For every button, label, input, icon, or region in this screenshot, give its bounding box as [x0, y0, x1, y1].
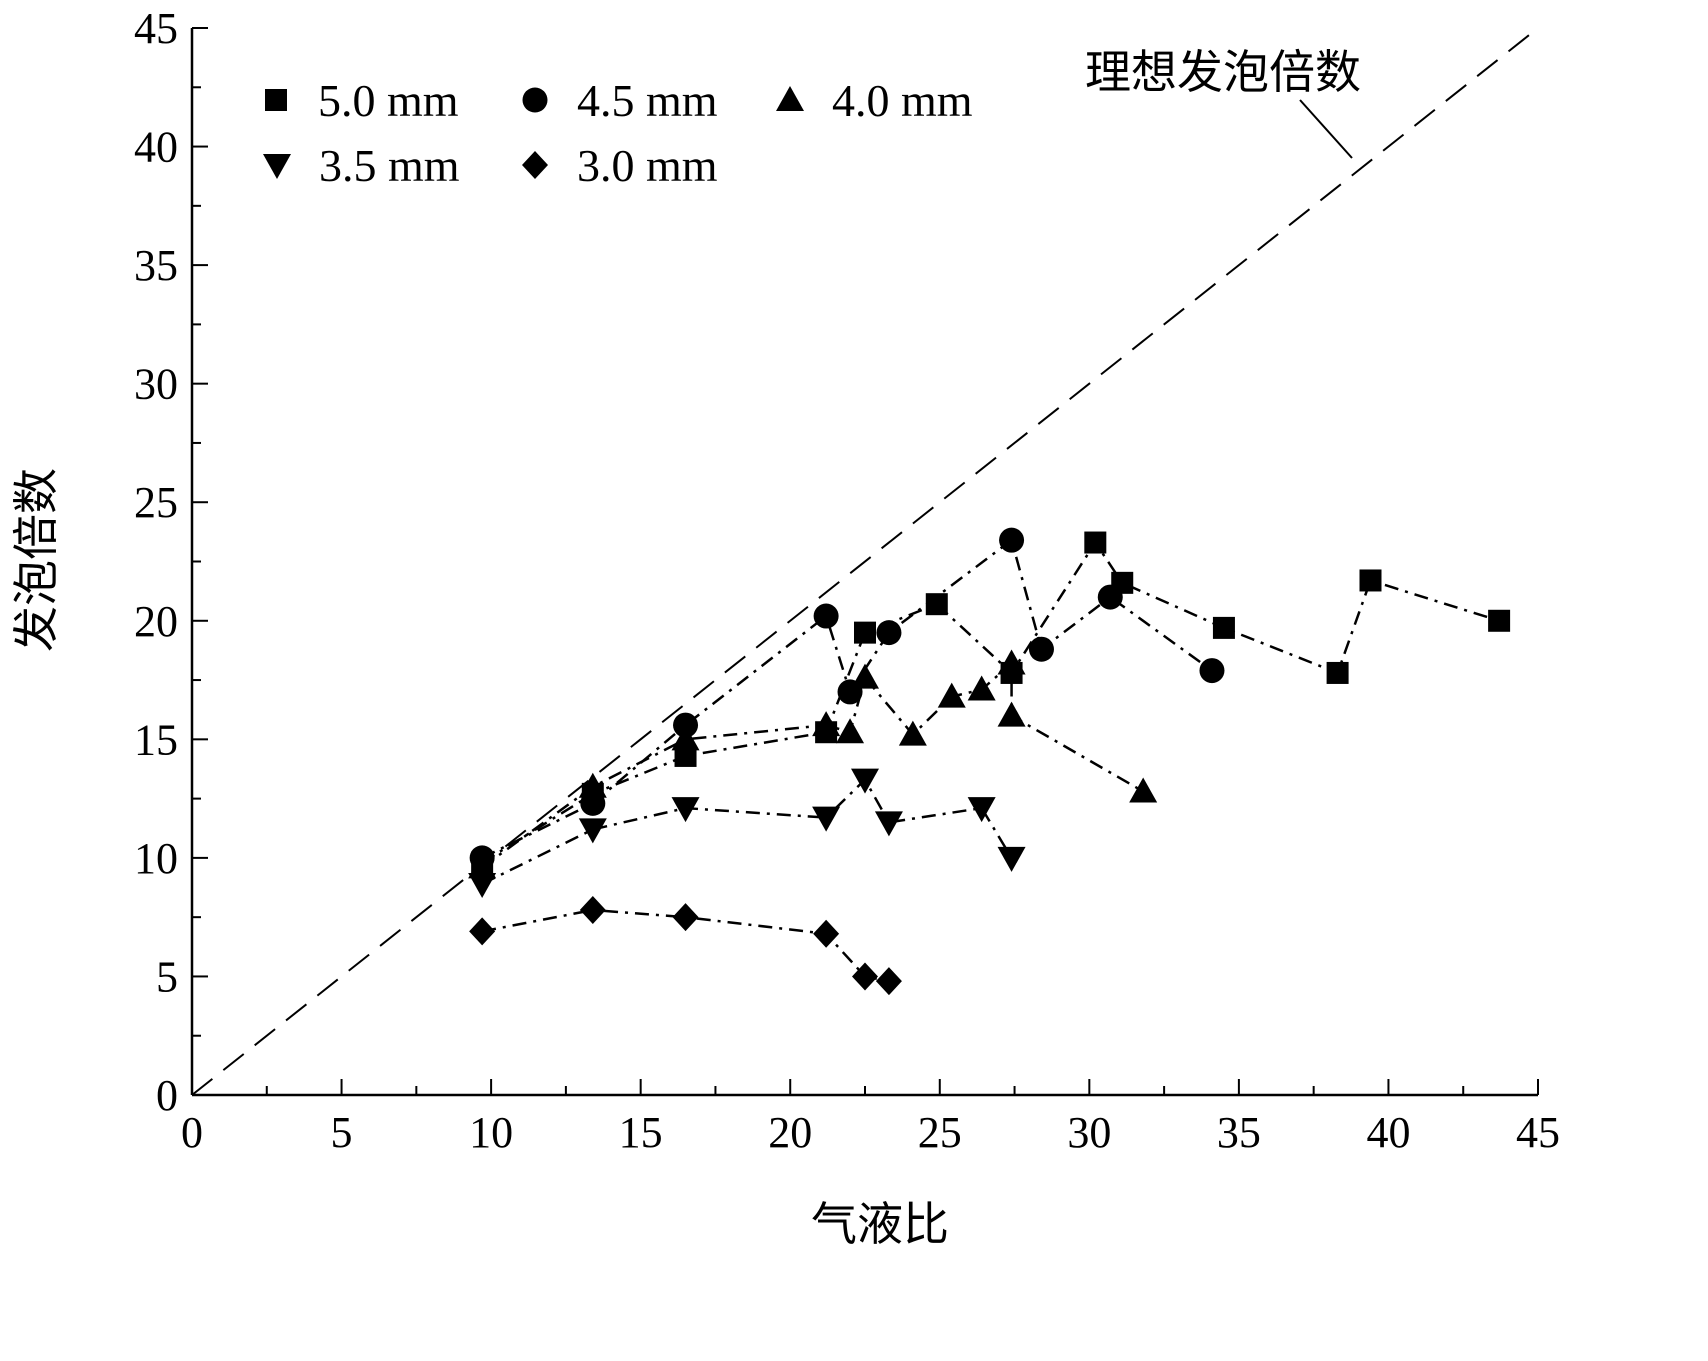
data-point	[578, 818, 607, 844]
legend: 5.0 mm 4.5 mm 4.0 mm 3.5 mm 3.0 mm	[263, 75, 973, 191]
x-axis-label: 气液比	[811, 1199, 949, 1250]
data-point	[673, 712, 699, 738]
data-point	[1199, 658, 1225, 684]
ideal-line-label: 理想发泡倍数	[1085, 47, 1361, 98]
data-point	[672, 903, 699, 932]
data-point	[836, 718, 865, 744]
series-4-0-mm	[468, 649, 1158, 879]
x-tick-label: 15	[619, 1108, 663, 1157]
x-tick-label: 30	[1067, 1108, 1111, 1157]
data-point	[812, 711, 841, 737]
data-point	[468, 853, 497, 879]
x-tick-label: 45	[1516, 1108, 1560, 1157]
y-tick-label: 5	[156, 952, 178, 1001]
ideal-line-group	[191, 27, 1539, 1096]
x-tick-label: 10	[469, 1108, 513, 1157]
ideal-label-leader	[1299, 99, 1353, 159]
data-point	[1326, 661, 1349, 684]
series-line	[481, 540, 1500, 864]
data-point	[671, 797, 700, 823]
data-point	[1129, 777, 1158, 803]
y-tick-label: 30	[134, 360, 178, 409]
data-point	[876, 620, 902, 646]
y-tick-label: 25	[134, 478, 178, 527]
x-tick-label: 25	[918, 1108, 962, 1157]
data-point	[898, 720, 927, 746]
x-tick-label: 40	[1366, 1108, 1410, 1157]
data-point	[1028, 636, 1054, 662]
data-point	[813, 919, 840, 948]
data-point	[851, 663, 879, 689]
data-point	[1084, 531, 1107, 554]
data-point	[674, 744, 697, 767]
series-line	[481, 660, 1144, 869]
data-point	[813, 603, 839, 629]
y-tick-label: 15	[134, 715, 178, 764]
ideal-foaming-line	[191, 27, 1539, 1096]
y-tick-label: 20	[134, 597, 178, 646]
legend-label: 5.0 mm	[318, 75, 459, 126]
data-point	[1359, 569, 1382, 592]
x-tick-label: 20	[768, 1108, 812, 1157]
series-line	[481, 538, 1213, 860]
y-tick-label: 45	[134, 4, 178, 53]
legend-label: 4.0 mm	[832, 75, 973, 126]
plot-area	[468, 527, 1511, 996]
axes: 0 5 10 15 20 25 30 35 40 45 0 5 10 15 20 25 30 35 40 45	[134, 4, 1560, 1157]
legend-marker	[776, 86, 804, 111]
data-point	[1212, 616, 1235, 639]
y-tick-label: 0	[156, 1071, 178, 1120]
data-point	[851, 768, 879, 794]
y-tick-label: 40	[134, 123, 178, 172]
y-axis-label: 发泡倍数	[11, 468, 62, 652]
legend-marker	[522, 151, 548, 179]
data-point	[997, 701, 1026, 727]
data-point	[578, 772, 607, 798]
x-tick-label: 0	[181, 1108, 203, 1157]
data-point	[999, 527, 1025, 553]
data-point	[1488, 609, 1511, 632]
legend-label: 3.0 mm	[577, 140, 718, 191]
legend-label: 4.5 mm	[577, 75, 718, 126]
data-point	[812, 806, 841, 832]
legend-marker	[522, 87, 548, 113]
data-point	[671, 725, 700, 751]
data-point	[997, 649, 1026, 675]
data-point	[967, 797, 996, 823]
data-point	[468, 872, 497, 898]
x-tick-label: 5	[331, 1108, 353, 1157]
data-point	[937, 682, 966, 708]
data-point	[967, 675, 996, 701]
series-line	[481, 777, 1013, 886]
legend-marker	[265, 89, 287, 111]
data-point	[875, 967, 902, 996]
data-point	[925, 593, 948, 616]
data-point	[1097, 584, 1123, 610]
data-point	[579, 896, 606, 925]
data-point	[852, 962, 878, 991]
data-point	[874, 811, 903, 837]
x-tick-label: 35	[1217, 1108, 1261, 1157]
y-tick-label: 10	[134, 834, 178, 883]
series-3-0-mm	[469, 896, 902, 996]
legend-marker	[263, 154, 291, 179]
legend-label: 3.5 mm	[319, 140, 460, 191]
data-point	[854, 621, 876, 644]
data-point	[469, 917, 496, 946]
data-point	[997, 846, 1026, 872]
y-tick-label: 35	[134, 241, 178, 290]
series-3-5-mm	[468, 768, 1026, 898]
